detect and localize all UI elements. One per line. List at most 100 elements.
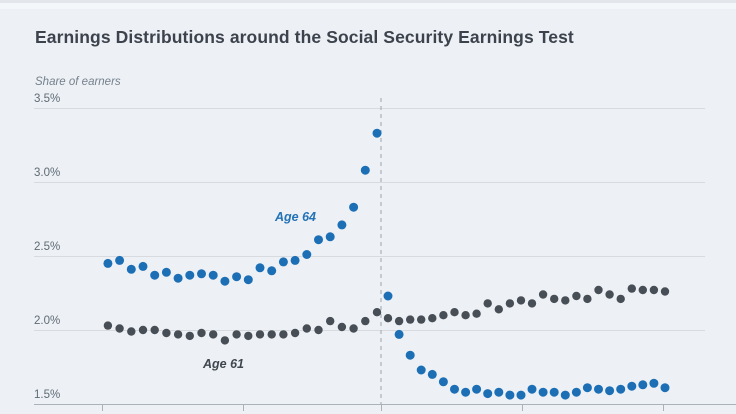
- age-61-data-point: [505, 299, 515, 308]
- age-64-series-label: Age 64: [274, 210, 316, 224]
- age-61-data-point: [516, 296, 526, 305]
- age-61-data-point: [461, 311, 470, 320]
- age-64-data-point: [220, 276, 230, 286]
- age-61-data-point: [349, 324, 358, 333]
- y-axis-title: Share of earners: [35, 76, 121, 88]
- age-61-data-point: [302, 324, 311, 333]
- age-61-data-point: [372, 308, 382, 317]
- age-64-data-point: [416, 365, 426, 375]
- age-61-data-point: [594, 285, 603, 295]
- age-64-data-point: [278, 257, 288, 267]
- age-64-data-point: [405, 350, 415, 360]
- age-64-data-point: [290, 255, 300, 265]
- age-61-data-point: [150, 325, 159, 335]
- y-axis-tick-labels: 3.5% 3.0% 2.5% 2.0% 1.5%: [34, 93, 60, 401]
- age-64-data-point: [483, 389, 493, 399]
- top-border-strip: [0, 0, 736, 9]
- age-61-data-point: [483, 299, 492, 308]
- age-64-data-point: [115, 255, 125, 265]
- age-61-data-point: [220, 336, 230, 345]
- age-64-data-point: [372, 128, 382, 138]
- age-61-data-point: [394, 316, 404, 326]
- age-61-data-point: [244, 331, 253, 341]
- age-64-data-point: [516, 390, 526, 400]
- age-61-data-point: [472, 309, 481, 318]
- age-64-data-point: [161, 267, 171, 277]
- age-61-data-point: [138, 325, 148, 335]
- age-61-data-point: [417, 315, 426, 324]
- age-64-data-point: [538, 387, 548, 397]
- age-64-data-point: [197, 269, 206, 279]
- age-64-data-point: [527, 384, 537, 394]
- x-axis-ticks: [102, 404, 664, 411]
- age-64-data-point: [302, 250, 312, 259]
- age-64-data-point: [660, 383, 670, 393]
- y-tick-label: 1.5%: [34, 389, 60, 401]
- age-61-data-point: [572, 291, 581, 301]
- age-61-data-point: [627, 284, 636, 293]
- y-tick-label: 3.0%: [34, 167, 60, 179]
- age-61-data-point: [115, 324, 124, 333]
- age-64-series-points: [103, 128, 670, 400]
- age-61-data-point: [550, 294, 559, 304]
- age-61-data-point: [616, 294, 625, 304]
- age-64-data-point: [461, 387, 471, 397]
- age-61-data-point: [162, 328, 171, 338]
- age-61-data-point: [255, 330, 265, 339]
- age-61-series-points: [103, 284, 670, 345]
- age-64-data-point: [560, 390, 570, 400]
- age-61-series-label: Age 61: [202, 357, 244, 371]
- age-64-data-point: [325, 232, 335, 242]
- age-61-data-point: [439, 311, 448, 320]
- age-61-data-point: [267, 330, 276, 339]
- age-64-data-point: [360, 165, 370, 175]
- age-64-data-point: [549, 387, 559, 397]
- y-tick-label: 2.0%: [34, 315, 60, 327]
- age-64-data-point: [571, 387, 581, 397]
- age-61-data-point: [605, 290, 614, 299]
- age-64-data-point: [337, 220, 347, 230]
- age-61-data-point: [406, 315, 415, 324]
- age-64-data-point: [314, 235, 323, 245]
- chart-title: Earnings Distributions around the Social…: [35, 27, 574, 47]
- age-64-data-point: [649, 378, 659, 388]
- age-61-data-point: [383, 314, 393, 323]
- age-61-data-point: [538, 290, 548, 299]
- age-64-data-point: [243, 275, 253, 285]
- age-61-data-point: [583, 294, 592, 304]
- age-64-data-point: [582, 383, 592, 393]
- age-64-data-point: [103, 258, 113, 268]
- age-64-data-point: [494, 387, 504, 397]
- age-61-data-point: [185, 331, 194, 341]
- age-61-data-point: [527, 299, 537, 308]
- age-61-data-point: [450, 308, 459, 317]
- age-61-data-point: [494, 305, 503, 314]
- age-61-data-point: [649, 285, 659, 295]
- age-64-data-point: [349, 202, 359, 212]
- age-64-data-point: [173, 273, 183, 283]
- age-64-data-point: [438, 377, 448, 387]
- age-61-data-point: [290, 328, 300, 338]
- age-61-data-point: [127, 327, 136, 336]
- age-64-data-point: [267, 266, 277, 276]
- age-61-data-point: [660, 287, 670, 296]
- age-64-data-point: [255, 263, 265, 273]
- age-64-data-point: [394, 329, 404, 339]
- age-64-data-point: [427, 369, 437, 379]
- age-61-data-point: [337, 322, 347, 332]
- y-tick-label: 2.5%: [34, 241, 60, 253]
- age-64-data-point: [208, 270, 218, 280]
- age-64-data-point: [472, 384, 482, 394]
- age-64-data-point: [138, 261, 148, 271]
- age-64-data-point: [150, 270, 160, 280]
- age-61-data-point: [361, 316, 370, 326]
- age-64-data-point: [232, 272, 242, 282]
- age-64-data-point: [126, 264, 136, 274]
- age-61-data-point: [103, 321, 113, 330]
- age-64-data-point: [594, 384, 603, 394]
- age-64-data-point: [185, 270, 195, 280]
- age-61-data-point: [232, 330, 241, 339]
- y-tick-label: 3.5%: [34, 93, 60, 105]
